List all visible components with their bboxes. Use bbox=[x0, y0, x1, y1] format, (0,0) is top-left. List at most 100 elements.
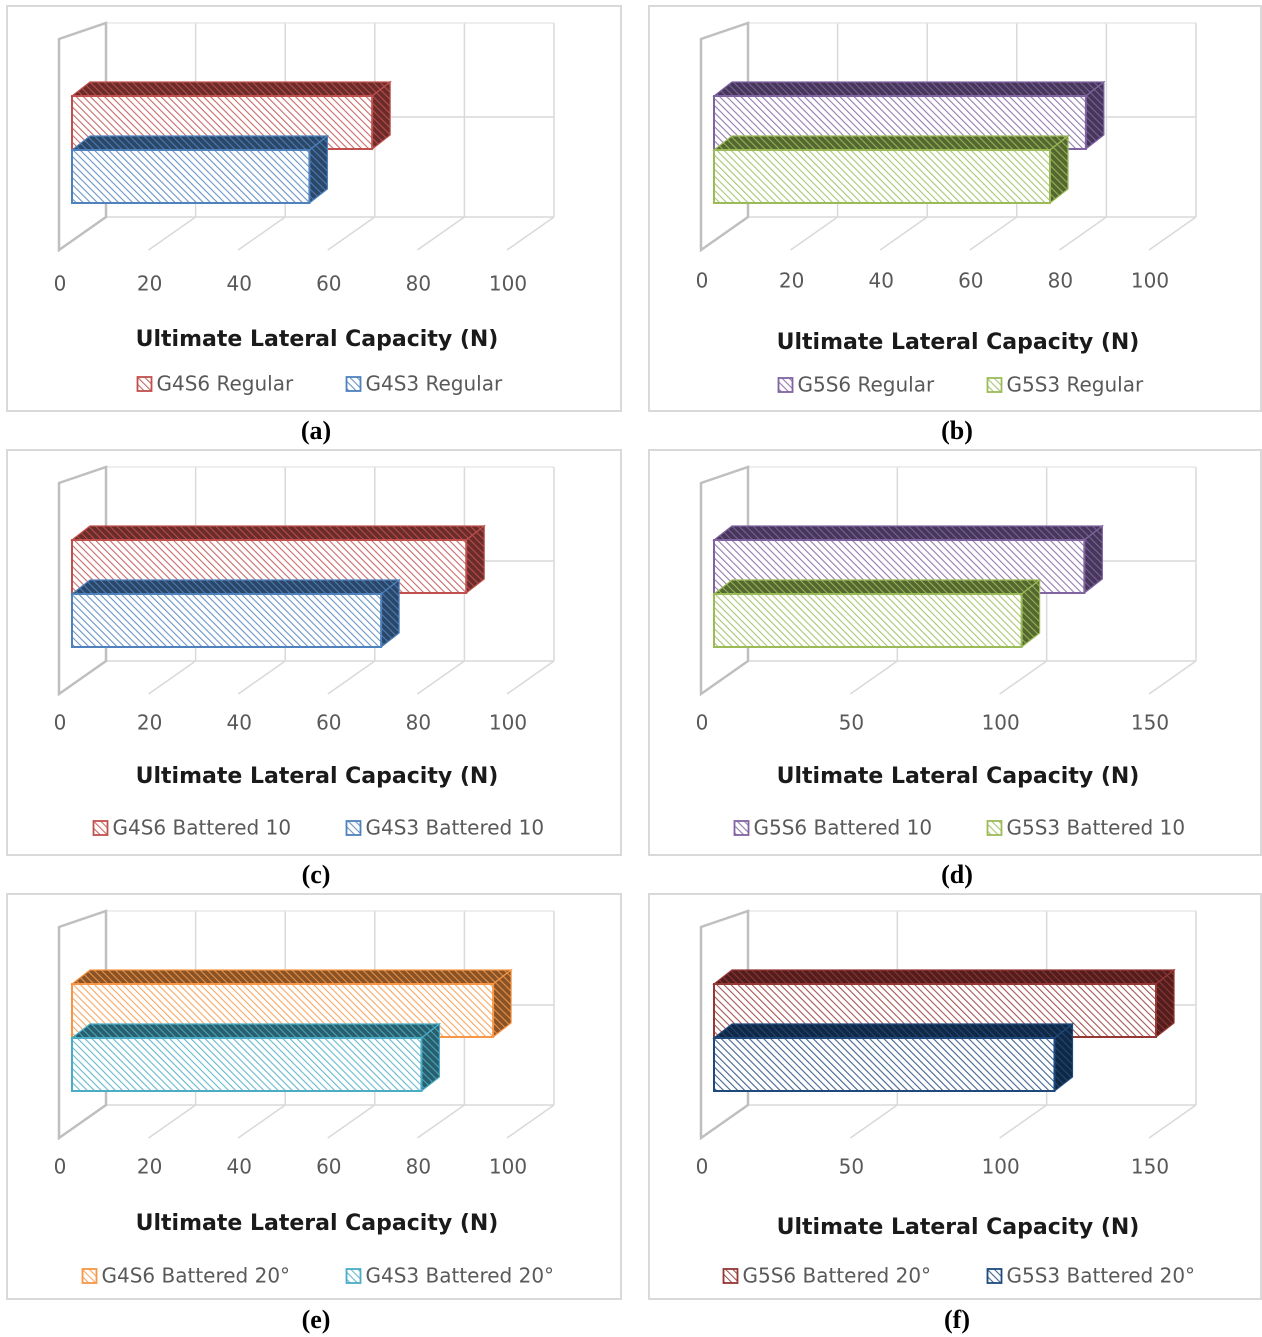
bar-top-face bbox=[70, 525, 486, 541]
bar-front-face bbox=[71, 1037, 423, 1092]
legend-item: G5S3 Battered 10 bbox=[986, 816, 1185, 840]
bar-top-face bbox=[712, 969, 1176, 985]
panel-caption: (a) bbox=[301, 416, 331, 445]
panel-caption: (e) bbox=[302, 1305, 331, 1334]
bar-front-face bbox=[713, 1037, 1056, 1092]
x-axis-title: Ultimate Lateral Capacity (N) bbox=[777, 1215, 1140, 1240]
legend-label: G5S6 Battered 20° bbox=[743, 1264, 932, 1288]
x-tick-label: 40 bbox=[868, 269, 893, 293]
x-tick-label: 0 bbox=[54, 272, 67, 296]
legend-swatch bbox=[345, 1268, 362, 1284]
floor-gridline bbox=[999, 1104, 1048, 1139]
bar-top-face bbox=[70, 81, 392, 97]
floor-gridline bbox=[849, 1104, 898, 1139]
legend-label: G4S3 Regular bbox=[366, 372, 503, 396]
floor-gridline bbox=[416, 660, 465, 695]
legend: G4S6 Regular G4S3 Regular bbox=[136, 372, 503, 396]
floor-gridline bbox=[969, 216, 1018, 251]
x-tick-label: 100 bbox=[489, 1155, 527, 1179]
legend-item: G4S6 Battered 10 bbox=[92, 816, 292, 840]
bar-top-face bbox=[712, 525, 1105, 541]
legend-label: G5S3 Battered 20° bbox=[1007, 1264, 1196, 1288]
panel-border bbox=[6, 5, 622, 412]
chart-panel-b: 0 20 40 60 80 100 Ultimate Lateral Capacity (N… bbox=[648, 5, 1262, 445]
floor-gridline bbox=[327, 216, 376, 251]
x-tick-label: 20 bbox=[137, 711, 162, 735]
bar-g5s6-battered-20- bbox=[712, 968, 1176, 1039]
bar-g4s3-battered-10 bbox=[70, 578, 401, 649]
side-wall bbox=[57, 21, 108, 253]
bar-g4s3-regular bbox=[70, 134, 330, 205]
floor-gridline bbox=[1148, 216, 1197, 251]
floor-gridline bbox=[327, 1104, 376, 1139]
legend-swatch bbox=[136, 376, 153, 392]
x-tick-label: 100 bbox=[489, 272, 527, 296]
legend-item: G5S3 Regular bbox=[986, 373, 1144, 397]
floor-gridline bbox=[148, 1104, 197, 1139]
legend: G5S6 Battered 10 G5S3 Battered 10 bbox=[733, 816, 1185, 840]
x-tick-label: 20 bbox=[137, 1155, 162, 1179]
side-wall bbox=[699, 909, 750, 1141]
x-tick-label: 60 bbox=[316, 272, 341, 296]
x-tick-label: 40 bbox=[226, 1155, 251, 1179]
x-axis-title: Ultimate Lateral Capacity (N) bbox=[777, 330, 1140, 355]
legend-label: G4S6 Battered 20° bbox=[102, 1264, 291, 1288]
legend-swatch bbox=[345, 376, 362, 392]
legend-item: G4S3 Battered 20° bbox=[345, 1264, 555, 1288]
chart-panel-f: 0 50 100 150 Ultimate Lateral Capacity (N) G5… bbox=[648, 893, 1262, 1334]
chart-panel-a: 0 20 40 60 80 100 Ultimate Lateral Capacity (N… bbox=[6, 5, 622, 445]
legend-label: G4S3 Battered 10 bbox=[366, 816, 545, 840]
x-tick-label: 0 bbox=[696, 1155, 709, 1179]
floor-gridline bbox=[237, 660, 286, 695]
floor-gridline bbox=[327, 660, 376, 695]
legend-item: G4S3 Battered 10 bbox=[345, 816, 545, 840]
x-tick-label: 80 bbox=[406, 272, 431, 296]
panel-caption: (c) bbox=[302, 860, 331, 889]
x-tick-label: 100 bbox=[1131, 269, 1169, 293]
bar-front-face bbox=[713, 593, 1023, 648]
side-wall bbox=[699, 21, 750, 253]
bar-g5s3-battered-10 bbox=[712, 578, 1042, 649]
x-tick-label: 100 bbox=[489, 711, 527, 735]
legend-item: G5S6 Battered 20° bbox=[722, 1264, 932, 1288]
x-tick-label: 50 bbox=[839, 1155, 864, 1179]
legend: G4S6 Battered 10 G4S3 Battered 10 bbox=[92, 816, 545, 840]
legend-item: G5S3 Battered 20° bbox=[986, 1264, 1196, 1288]
x-tick-label: 40 bbox=[226, 711, 251, 735]
chart-panel-d: 0 50 100 150 Ultimate Lateral Capacity (N) G5… bbox=[648, 449, 1262, 889]
floor-gridline bbox=[416, 1104, 465, 1139]
panel-border bbox=[6, 893, 622, 1300]
floor-gridline bbox=[148, 660, 197, 695]
bar-top-face bbox=[70, 135, 330, 151]
x-tick-label: 100 bbox=[982, 1155, 1020, 1179]
legend-item: G4S6 Battered 20° bbox=[81, 1264, 291, 1288]
legend-swatch bbox=[733, 820, 750, 836]
floor-gridline bbox=[790, 216, 839, 251]
panel-caption: (d) bbox=[941, 860, 973, 889]
legend-item: G5S6 Regular bbox=[777, 373, 935, 397]
x-tick-label: 0 bbox=[696, 269, 709, 293]
side-wall bbox=[57, 909, 108, 1141]
panel-border bbox=[648, 893, 1262, 1300]
bar-top-face bbox=[70, 969, 513, 985]
legend-item: G4S3 Regular bbox=[345, 372, 503, 396]
legend-label: G4S6 Regular bbox=[157, 372, 294, 396]
x-tick-label: 20 bbox=[137, 272, 162, 296]
floor-gridline bbox=[1058, 216, 1107, 251]
floor-gridline bbox=[148, 216, 197, 251]
legend-label: G4S3 Battered 20° bbox=[366, 1264, 555, 1288]
side-wall bbox=[699, 465, 750, 697]
floor-gridline bbox=[1148, 660, 1197, 695]
legend-swatch bbox=[986, 820, 1003, 836]
legend-swatch bbox=[777, 377, 794, 393]
bar-top-face bbox=[712, 135, 1070, 151]
legend: G5S6 Battered 20° G5S3 Battered 20° bbox=[722, 1264, 1196, 1288]
x-axis-title: Ultimate Lateral Capacity (N) bbox=[136, 764, 499, 789]
bar-top-face bbox=[712, 579, 1042, 595]
chart-panel-c: 0 20 40 60 80 100 Ultimate Lateral Capacity (N… bbox=[6, 449, 622, 889]
legend-item: G5S6 Battered 10 bbox=[733, 816, 932, 840]
floor-gridline bbox=[237, 1104, 286, 1139]
floor-gridline bbox=[849, 660, 898, 695]
bar-top-face bbox=[70, 579, 401, 595]
legend-label: G4S6 Battered 10 bbox=[113, 816, 292, 840]
